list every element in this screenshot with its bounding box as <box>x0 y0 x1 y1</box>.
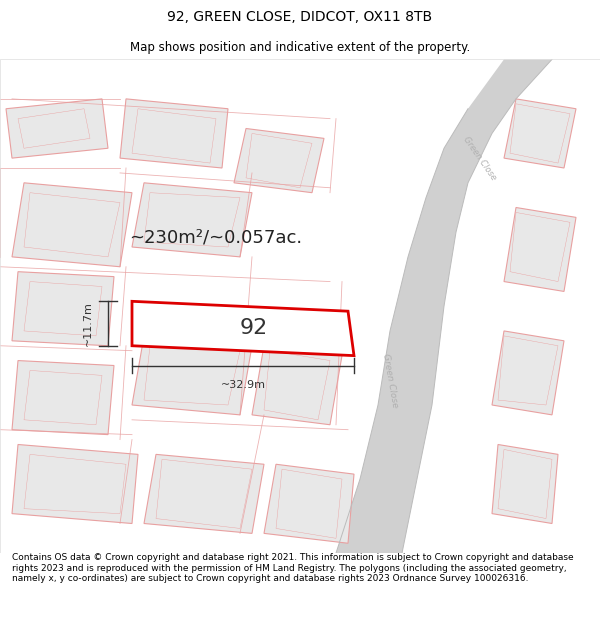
Polygon shape <box>24 371 102 425</box>
Polygon shape <box>492 444 558 524</box>
Text: Green Close: Green Close <box>381 352 399 408</box>
Polygon shape <box>12 361 114 434</box>
Polygon shape <box>12 444 138 524</box>
Polygon shape <box>510 104 570 163</box>
Polygon shape <box>498 336 558 405</box>
Polygon shape <box>498 449 552 519</box>
Polygon shape <box>144 346 240 405</box>
Text: ~11.7m: ~11.7m <box>83 301 93 346</box>
Polygon shape <box>12 272 114 346</box>
Text: Green Close: Green Close <box>461 134 499 182</box>
Polygon shape <box>6 99 108 158</box>
Polygon shape <box>132 301 354 356</box>
Text: 92: 92 <box>239 319 268 339</box>
Polygon shape <box>504 208 576 291</box>
Polygon shape <box>18 109 90 148</box>
Polygon shape <box>276 469 342 538</box>
Text: Map shows position and indicative extent of the property.: Map shows position and indicative extent… <box>130 41 470 54</box>
Text: ~230m²/~0.057ac.: ~230m²/~0.057ac. <box>130 228 302 246</box>
Polygon shape <box>492 331 564 415</box>
Polygon shape <box>510 213 570 281</box>
Polygon shape <box>264 351 330 420</box>
Polygon shape <box>132 336 252 415</box>
Polygon shape <box>144 192 240 247</box>
Polygon shape <box>24 454 126 514</box>
Polygon shape <box>252 346 342 425</box>
Polygon shape <box>24 281 102 336</box>
Polygon shape <box>132 109 216 163</box>
Polygon shape <box>12 182 132 267</box>
Polygon shape <box>264 464 354 543</box>
Text: Contains OS data © Crown copyright and database right 2021. This information is : Contains OS data © Crown copyright and d… <box>12 553 574 583</box>
Polygon shape <box>132 182 252 257</box>
Polygon shape <box>120 99 228 168</box>
Polygon shape <box>144 454 264 533</box>
Polygon shape <box>234 129 324 192</box>
Polygon shape <box>336 59 552 553</box>
Polygon shape <box>24 192 120 257</box>
Polygon shape <box>504 99 576 168</box>
Polygon shape <box>156 459 252 529</box>
Text: 92, GREEN CLOSE, DIDCOT, OX11 8TB: 92, GREEN CLOSE, DIDCOT, OX11 8TB <box>167 9 433 24</box>
Polygon shape <box>246 133 312 188</box>
Text: ~32.9m: ~32.9m <box>221 380 265 390</box>
